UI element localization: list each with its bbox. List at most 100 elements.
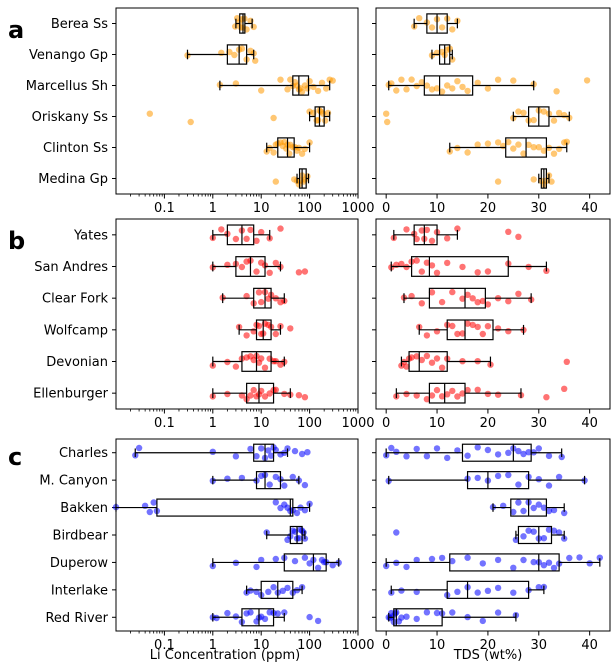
x-tick-label-tds: 10: [429, 201, 446, 216]
tds-c-birdbear-point: [550, 527, 558, 534]
li-b-clear-fork-point: [255, 289, 263, 296]
x-tick-label-li: 10: [253, 201, 270, 216]
tds-c-charles-point: [388, 444, 395, 452]
x-tick-label-tds: 10: [429, 416, 446, 431]
tds-b-clear-fork-point: [505, 298, 512, 305]
tds-a-marcellus-sh-point: [444, 82, 451, 89]
li-b-yates-point: [232, 235, 240, 243]
tds-b-ellenburger-point: [438, 393, 446, 400]
tds-b-clear-fork-point: [449, 288, 456, 296]
li-c-charles-point: [253, 453, 260, 460]
category-label-berea-ss: Berea Ss: [51, 17, 108, 32]
x-tick-label-tds: 20: [480, 638, 497, 653]
x-tick-label-li: 1000: [341, 416, 374, 431]
li-c-charles-point: [298, 450, 306, 458]
tds-c-charles-point: [444, 454, 451, 462]
li-c-m-canyon-point: [289, 473, 296, 481]
panel-label-c: c: [8, 443, 22, 471]
tds-a-marcellus-sh-point: [438, 88, 446, 95]
li-b-ellenburger-box: [246, 382, 275, 404]
x-tick-label-li: 0.1: [154, 201, 175, 216]
li-c-birdbear-box: [289, 525, 303, 545]
category-label-ellenburger: Ellenburger: [33, 387, 109, 402]
tds-c-duperow-box: [449, 553, 560, 572]
li-a-oriskany-ss-point: [322, 117, 329, 124]
tds-b-clear-fork-point: [464, 291, 471, 298]
li-c-interlake-point: [265, 588, 272, 595]
tds-c-birdbear-point: [520, 533, 527, 540]
li-a-marcellus-sh-point: [304, 85, 311, 92]
li-a-marcellus-sh-point: [298, 88, 306, 95]
panel-b-li-axes-frame: [115, 218, 359, 410]
x-tick-label-li: 0.1: [154, 416, 175, 431]
tds-c-charles-point: [403, 453, 410, 460]
tds-b-devonian-point: [433, 355, 441, 362]
tds-c-red-river-point: [403, 613, 410, 620]
tds-c-duperow-point: [494, 556, 502, 564]
category-label-yates: Yates: [73, 228, 108, 243]
li-b-ellenburger-point: [281, 390, 288, 398]
li-b-ellenburger-point: [224, 390, 231, 398]
li-c-red-river-point: [274, 610, 281, 617]
li-b-devonian-point: [261, 364, 269, 371]
li-c-charles-box: [253, 443, 275, 462]
category-label-clinton-ss: Clinton Ss: [43, 141, 108, 156]
li-c-duperow-box: [283, 553, 327, 572]
tds-c-duperow-point: [540, 562, 548, 569]
li-c-duperow-point: [291, 557, 299, 565]
li-c-m-canyon-point: [238, 474, 246, 482]
li-c-duperow-point: [314, 564, 322, 571]
li-c-charles-point: [135, 444, 143, 452]
li-c-red-river-point: [314, 617, 322, 625]
category-label-venango-gp: Venango Gp: [29, 48, 108, 63]
tds-c-interlake-point: [454, 588, 461, 595]
tds-a-medina-gp-point: [530, 176, 537, 183]
tds-c-birdbear-box: [517, 525, 553, 545]
x-tick-label-tds: 30: [531, 416, 548, 431]
li-b-yates-point: [218, 226, 225, 233]
tds-b-wolfcamp-point: [479, 330, 486, 338]
tds-b-yates-point: [423, 226, 431, 234]
tds-b-yates-point: [413, 235, 420, 243]
tds-c-birdbear-point: [555, 529, 563, 536]
tds-c-birdbear-point: [512, 536, 520, 543]
tds-a-clinton-ss-point: [505, 138, 512, 146]
li-b-san-andres-point: [272, 259, 279, 267]
tds-a-marcellus-sh-point: [398, 76, 405, 83]
tds-c-duperow-point: [596, 554, 603, 561]
category-label-m-canyon: M. Canyon: [39, 474, 108, 489]
tds-a-marcellus-sh-point: [474, 79, 481, 87]
x-tick-label-tds: 30: [531, 638, 548, 653]
tds-b-yates-point: [505, 228, 512, 235]
li-c-charles-point: [232, 453, 240, 460]
li-a-oriskany-ss-point: [187, 118, 194, 126]
tds-b-san-andres-point: [418, 268, 425, 275]
li-b-san-andres-point: [253, 268, 260, 275]
category-label-medina-gp: Medina Gp: [38, 172, 108, 187]
tds-c-interlake-box: [446, 580, 530, 599]
tds-c-duperow-point: [586, 560, 593, 567]
tds-b-devonian-point: [428, 359, 436, 366]
x-axis-label-li: Li Concentration (ppm): [150, 648, 300, 663]
x-tick-label-li: 1: [209, 201, 217, 216]
tds-c-m-canyon-box: [466, 471, 530, 490]
x-tick-label-tds: 10: [429, 638, 446, 653]
tds-c-birdbear-point: [540, 535, 548, 542]
tds-a-marcellus-sh-point: [408, 76, 415, 83]
li-a-berea-ss-point: [232, 23, 239, 30]
li-b-yates-box: [226, 224, 255, 246]
li-c-duperow-point: [253, 563, 260, 571]
tds-b-san-andres-box: [411, 256, 509, 277]
tds-b-ellenburger-point: [459, 390, 466, 397]
li-c-charles-point: [247, 445, 254, 453]
x-tick-label-tds: 0: [382, 201, 390, 216]
li-b-san-andres-point: [301, 268, 309, 275]
tds-c-charles-point: [558, 453, 565, 461]
li-c-charles-point: [272, 446, 279, 454]
li-c-red-river-point: [281, 609, 288, 616]
tds-b-ellenburger-point: [428, 392, 436, 399]
li-c-charles-point: [209, 448, 216, 455]
tds-c-charles-point: [423, 453, 431, 460]
li-a-marcellus-sh-point: [323, 85, 330, 92]
